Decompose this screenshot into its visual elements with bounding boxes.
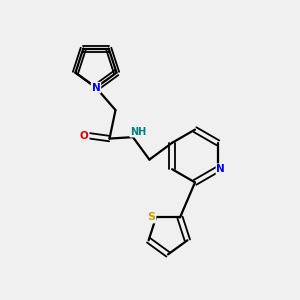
Text: N: N — [92, 82, 100, 93]
Text: S: S — [148, 212, 155, 223]
Text: O: O — [80, 130, 89, 141]
Text: N: N — [217, 164, 225, 174]
Text: NH: NH — [130, 127, 146, 137]
